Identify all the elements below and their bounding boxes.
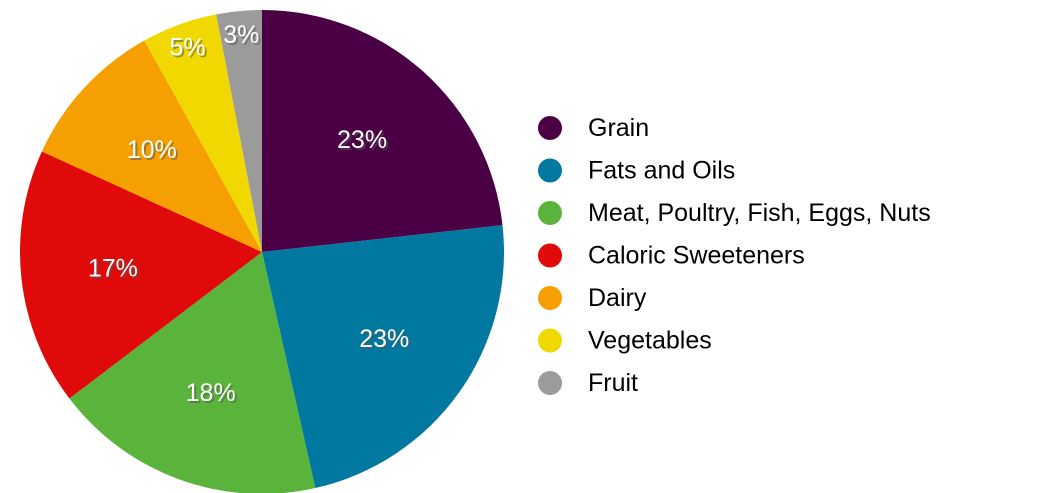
pie-slice-fruit [216,10,262,252]
data-label-vegetables: 5% [169,33,205,61]
data-label-shadow-meat-poultry-fish-eggs-nuts: 18% [188,381,238,409]
legend: Grain Fats and Oils Meat, Poultry, Fish, E… [538,114,931,397]
pie-slice-fats-and-oils [262,225,504,489]
legend-label-meat-poultry-fish-eggs-nuts: Meat, Poultry, Fish, Eggs, Nuts [588,199,931,227]
legend-label-grain: Grain [588,114,649,142]
legend-swatch-dairy [538,286,562,310]
data-label-shadow-grain: 23% [339,128,389,156]
pie-slice-vegetables [144,14,262,252]
legend-swatch-meat-poultry-fish-eggs-nuts [538,201,562,225]
legend-item-meat-poultry-fish-eggs-nuts: Meat, Poultry, Fish, Eggs, Nuts [538,199,931,227]
data-label-grain: 23% [337,126,387,154]
pie-slice-grain [262,10,503,252]
data-label-shadow-vegetables: 5% [171,35,207,63]
data-label-caloric-sweeteners: 17% [88,255,138,283]
legend-label-fats-and-oils: Fats and Oils [588,157,735,185]
pie-data-labels: 23%23%23%23%18%18%17%17%10%10%5%5% 3%3% [88,21,411,409]
data-label-meat-poultry-fish-eggs-nuts: 18% [186,379,236,407]
pie-slice-dairy [41,40,263,253]
legend-item-grain: Grain [538,114,649,142]
data-label-dairy: 10% [127,136,177,164]
pie-slice-meat-poultry-fish-eggs-nuts [69,252,316,493]
legend-swatch-fruit [538,371,562,395]
legend-item-fats-and-oils: Fats and Oils [538,157,735,185]
data-label-shadow-dairy: 10% [129,138,179,166]
legend-label-vegetables: Vegetables [588,327,712,355]
legend-item-dairy: Dairy [538,284,647,312]
legend-swatch-fats-and-oils [538,158,562,183]
legend-swatch-grain [538,116,562,140]
legend-item-vegetables: Vegetables [538,327,712,355]
data-label-shadow-caloric-sweeteners: 17% [90,257,140,285]
legend-item-caloric-sweeteners: Caloric Sweeteners [538,242,805,270]
data-label-fruit: 3% [223,21,259,49]
data-label-fats-and-oils: 23% [359,325,409,353]
data-label-shadow-fruit: 3% [225,23,261,51]
legend-label-fruit: Fruit [588,369,638,397]
pie-slice-caloric-sweeteners [19,151,262,399]
legend-swatch-vegetables [538,328,562,353]
legend-label-dairy: Dairy [588,284,647,312]
pie-slices [19,10,504,493]
data-label-shadow-fats-and-oils: 23% [361,327,411,355]
legend-label-caloric-sweeteners: Caloric Sweeteners [588,242,805,270]
legend-swatch-caloric-sweeteners [538,243,562,268]
legend-item-fruit: Fruit [538,369,638,397]
